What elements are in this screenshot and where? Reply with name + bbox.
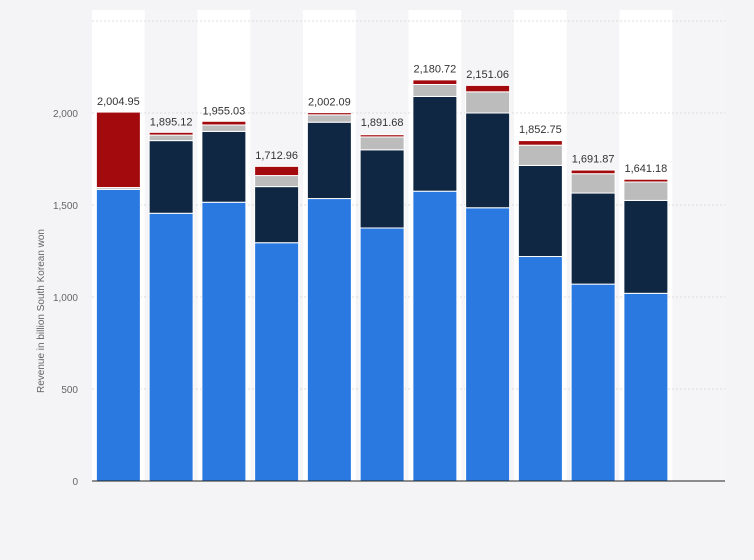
- bar-segment: [201, 120, 247, 126]
- bar-segment: [359, 227, 405, 482]
- bar-segment: [148, 212, 194, 482]
- data-label: 2,151.06: [466, 69, 509, 81]
- bar-segment: [359, 134, 405, 138]
- y-tick-label: 500: [61, 385, 78, 396]
- bar-segment: [517, 140, 563, 146]
- bar-segment: [570, 192, 616, 285]
- bar-segment: [201, 130, 247, 203]
- y-tick-label: 1,500: [53, 201, 78, 212]
- bar-segment: [148, 140, 194, 214]
- data-label: 1,891.68: [361, 117, 404, 129]
- bar-segment: [306, 112, 352, 116]
- data-label: 1,852.75: [519, 124, 562, 136]
- data-label: 2,002.09: [308, 97, 351, 109]
- data-label: 2,004.95: [97, 96, 140, 108]
- bar-segment: [570, 169, 616, 175]
- bar-segment: [201, 124, 247, 132]
- bar-segment: [201, 201, 247, 482]
- bar-segment: [254, 175, 300, 188]
- bar-segment: [306, 121, 352, 200]
- y-tick-label: 1,000: [53, 293, 78, 304]
- bar-segment: [359, 149, 405, 229]
- y-tick-label: 2,000: [53, 109, 78, 120]
- bar-segment: [412, 190, 458, 482]
- column-band: [672, 10, 725, 481]
- bar-segment: [570, 173, 616, 194]
- bar-segment: [517, 256, 563, 482]
- y-tick-label: 0: [72, 477, 78, 488]
- bar-segment: [148, 134, 194, 142]
- bar-segment: [623, 199, 669, 294]
- bar-segment: [254, 186, 300, 244]
- data-label: 1,712.96: [255, 150, 298, 162]
- bar-segment: [306, 198, 352, 482]
- data-label: 1,955.03: [202, 105, 245, 117]
- data-label: 1,691.87: [572, 154, 615, 166]
- bar-segment: [254, 165, 300, 177]
- bar-segment: [570, 283, 616, 482]
- bar-segment: [412, 79, 458, 85]
- bar-segment: [465, 84, 511, 93]
- bar-segment: [95, 188, 141, 482]
- bar-segment: [465, 207, 511, 482]
- bar-segment: [623, 178, 669, 183]
- bar-segment: [148, 131, 194, 136]
- bar-segment: [623, 292, 669, 482]
- data-label: 1,641.18: [624, 163, 667, 175]
- bar-segment: [254, 242, 300, 482]
- bar-segment: [306, 114, 352, 123]
- bar-segment: [412, 83, 458, 97]
- bar-segment: [623, 181, 669, 201]
- bar-segment: [517, 144, 563, 166]
- bar-segment: [359, 136, 405, 151]
- bar-segment: [412, 95, 458, 192]
- bar-segment: [465, 91, 511, 114]
- data-label: 2,180.72: [413, 64, 456, 76]
- bar-segment: [465, 112, 511, 209]
- bar-segment: [517, 164, 563, 258]
- data-label: 1,895.12: [150, 116, 193, 128]
- bar-segment: [95, 111, 141, 189]
- y-axis-title: Revenue in billion South Korean won: [36, 229, 47, 393]
